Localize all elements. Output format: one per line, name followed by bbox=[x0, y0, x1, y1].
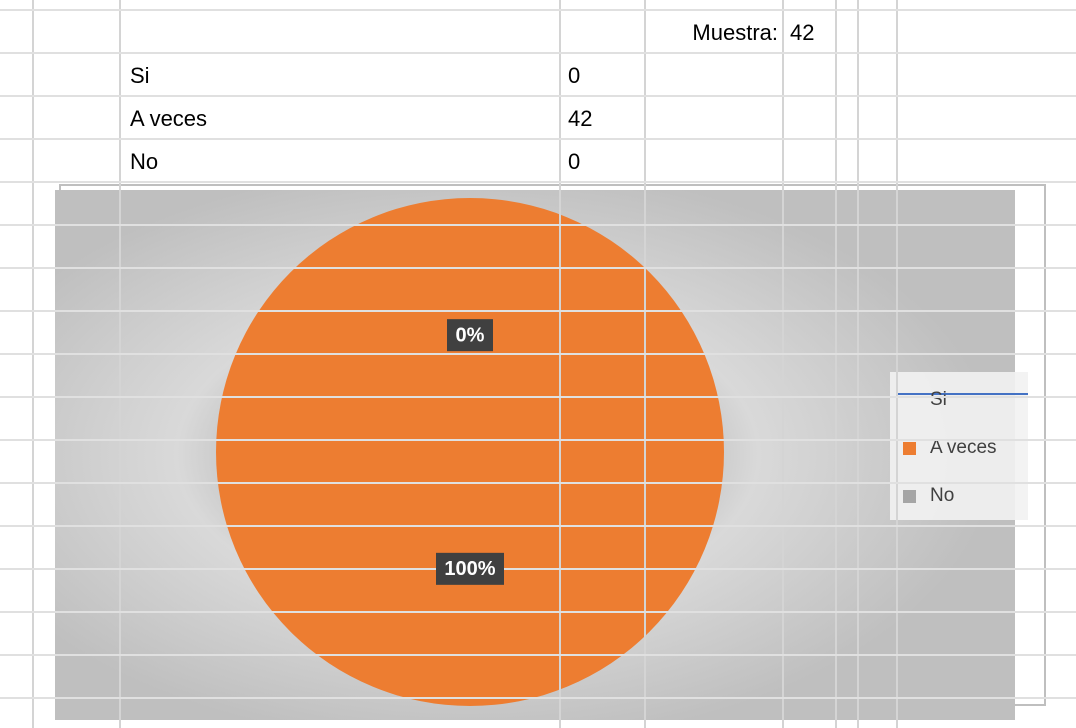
data-label-box bbox=[447, 319, 493, 352]
legend-label: No bbox=[930, 485, 954, 506]
legend-marker bbox=[903, 442, 916, 455]
data-label-box bbox=[436, 552, 504, 585]
data-label: 100% bbox=[444, 558, 495, 580]
rows: Si 0 A veces 42 No 0 bbox=[130, 63, 592, 174]
pie-slice bbox=[216, 198, 724, 706]
row-value: 0 bbox=[568, 149, 580, 174]
pie bbox=[216, 198, 724, 706]
row-label: A veces bbox=[130, 106, 207, 131]
data-label: 0% bbox=[456, 324, 485, 346]
legend-label: Si bbox=[930, 389, 947, 410]
sample-value: 42 bbox=[790, 20, 814, 45]
row-label: No bbox=[130, 149, 158, 174]
row-label: Si bbox=[130, 63, 150, 88]
legend-label: A veces bbox=[930, 437, 997, 458]
sample-label: Muestra: bbox=[692, 20, 778, 45]
legend-marker bbox=[903, 490, 916, 503]
data-labels: 100% 0% bbox=[436, 319, 504, 585]
row-value: 42 bbox=[568, 106, 592, 131]
row-value: 0 bbox=[568, 63, 580, 88]
legend-items: Si A veces No bbox=[898, 389, 1028, 506]
